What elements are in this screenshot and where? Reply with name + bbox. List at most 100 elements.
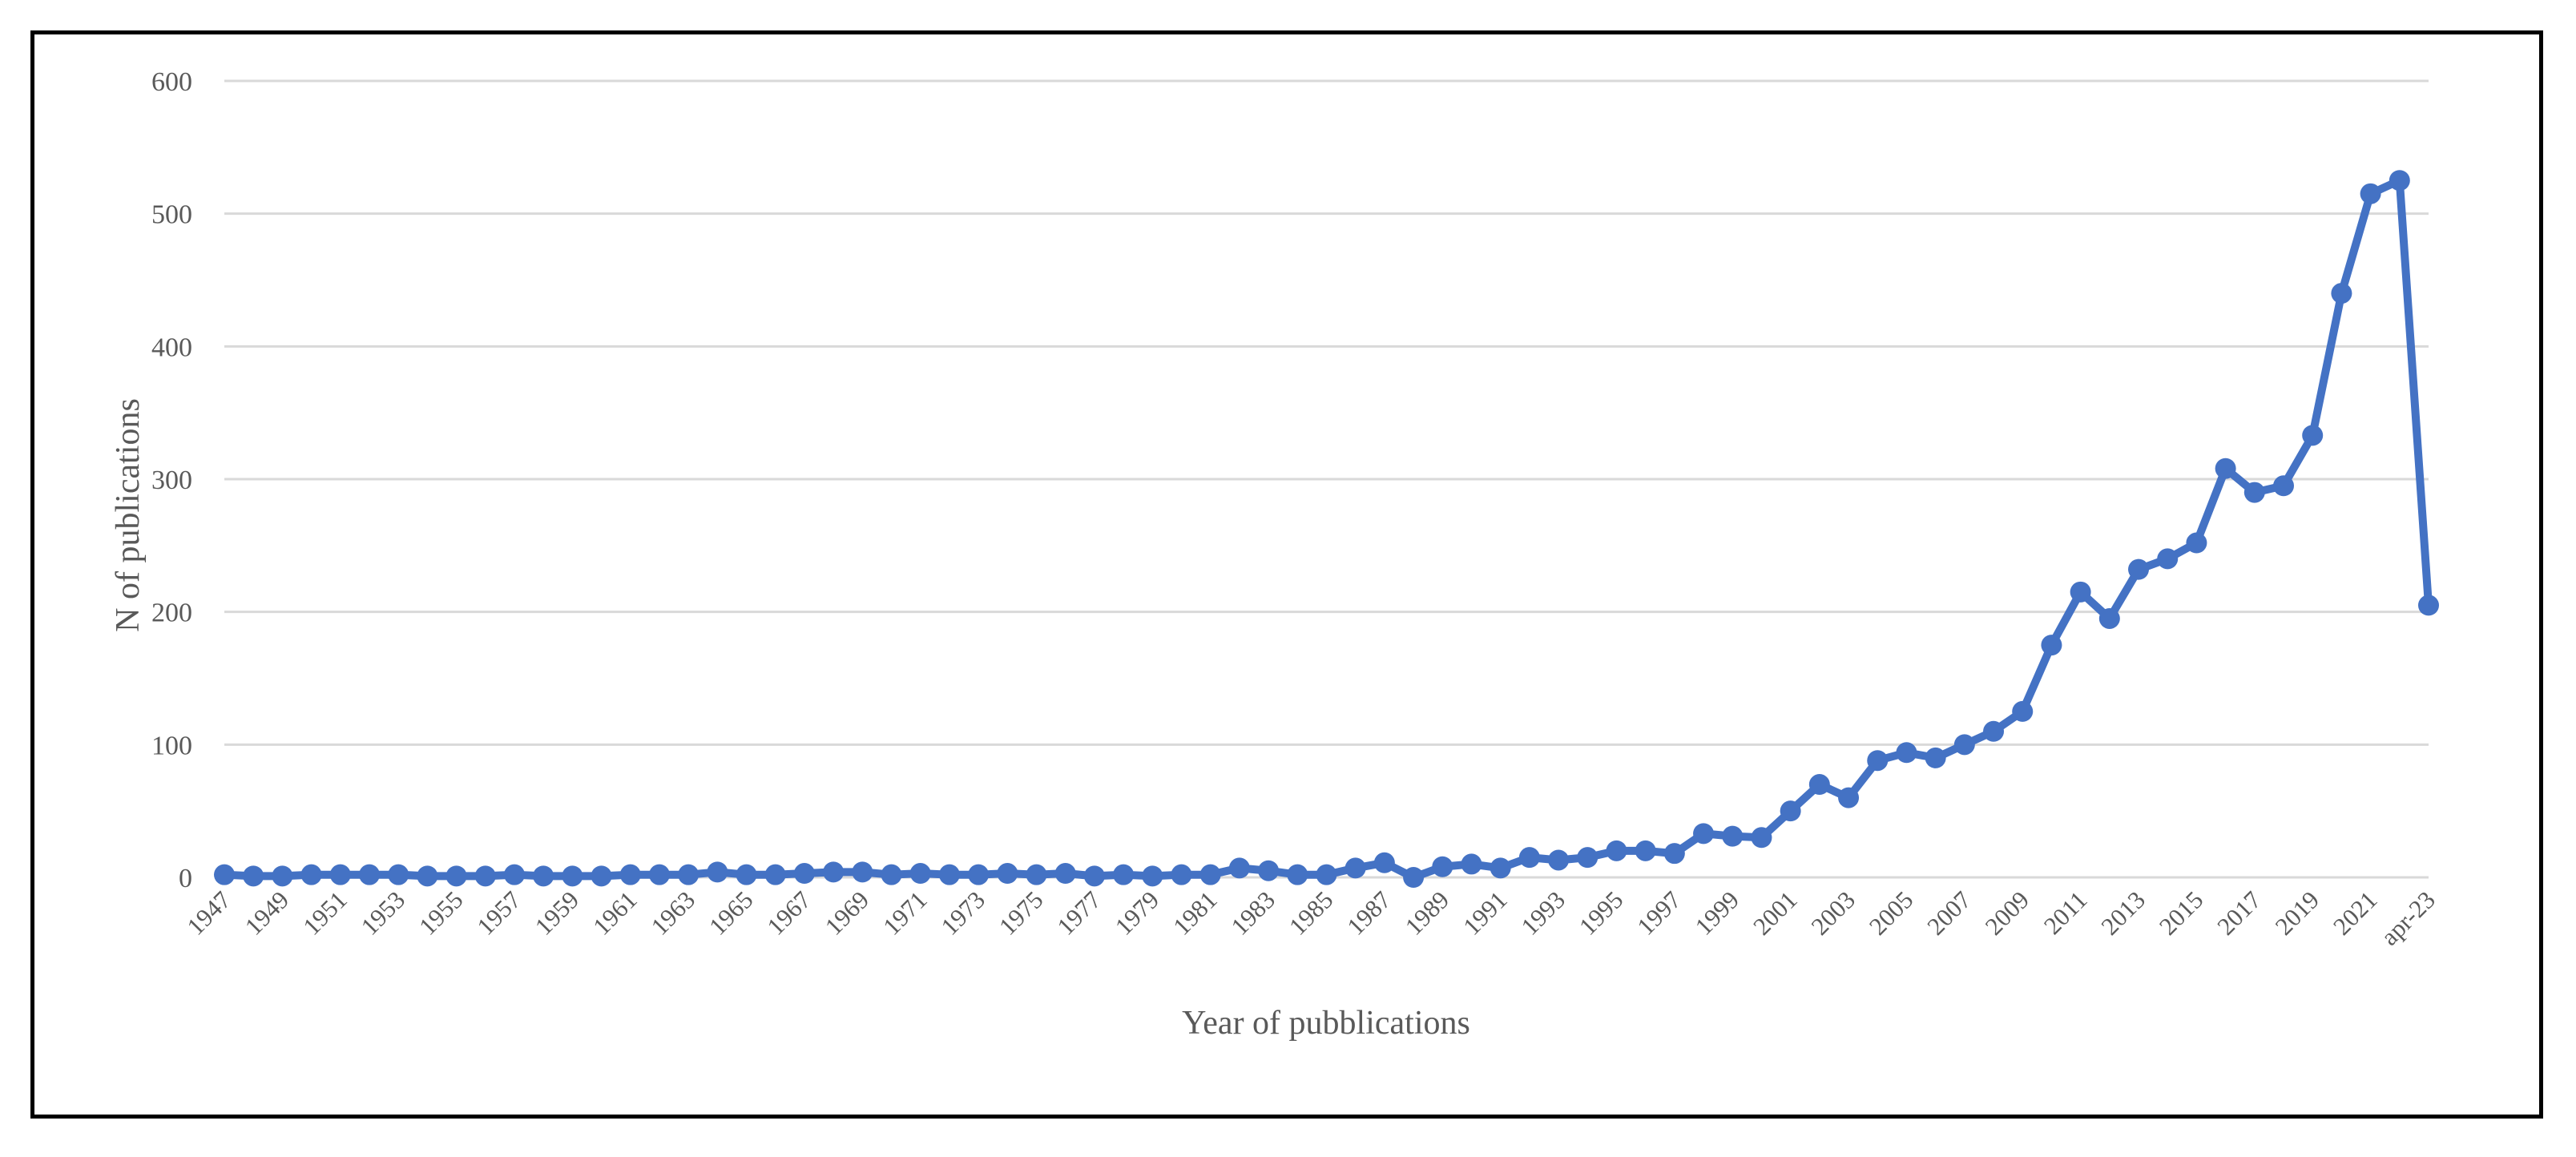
x-tick-label: 1979 (1110, 885, 1165, 941)
y-tick-label: 100 (151, 731, 192, 760)
y-tick-label: 400 (151, 333, 192, 362)
data-point (2098, 607, 2120, 629)
x-tick-label: 1953 (356, 885, 411, 941)
x-tick-label: 1971 (877, 885, 933, 941)
data-point (1925, 747, 1946, 768)
x-tick-label: 2005 (1864, 885, 1919, 941)
x-axis-ticks: 1947 1949 1951 1953 1955 1957 1959 1961 1963 1965… (181, 885, 2441, 951)
gridlines (224, 79, 2429, 879)
data-point (503, 864, 525, 885)
x-tick-label: apr-23 (2375, 885, 2441, 951)
data-point (1228, 857, 1250, 879)
data-point (909, 863, 931, 885)
x-tick-label: 1965 (703, 885, 759, 941)
x-axis-title: Year of pubblications (1182, 1005, 1470, 1042)
x-tick-label: 1947 (181, 885, 236, 941)
data-point (1142, 865, 1163, 887)
x-tick-label: 1973 (935, 885, 990, 941)
data-point (2331, 283, 2352, 304)
data-point (619, 864, 641, 885)
data-point (2273, 475, 2295, 497)
data-point (736, 864, 757, 885)
data-point (938, 864, 960, 885)
chart-frame: 0 100 200 300 400 500 600 1947 1949 1951 1953 1955… (30, 30, 2543, 1119)
x-tick-label: 1977 (1051, 885, 1107, 941)
x-tick-label: 1989 (1400, 885, 1455, 941)
y-axis-title: N of publications (110, 398, 147, 632)
data-point (2070, 581, 2091, 603)
data-point (1953, 734, 1975, 756)
data-point (823, 861, 845, 883)
x-tick-label: 1985 (1284, 885, 1339, 941)
x-tick-label: 2013 (2095, 885, 2151, 941)
data-point (243, 865, 264, 887)
data-point (445, 865, 467, 887)
data-point (2157, 548, 2179, 570)
x-tick-label: 1957 (471, 885, 526, 941)
data-point (1808, 774, 1830, 796)
data-point (1838, 787, 1860, 808)
y-tick-label: 300 (151, 466, 192, 495)
data-point (2041, 635, 2062, 656)
data-point (1054, 863, 1076, 885)
x-tick-label: 1999 (1690, 885, 1745, 941)
data-point (1867, 750, 1889, 772)
y-tick-label: 600 (151, 67, 192, 97)
data-point (2389, 170, 2410, 191)
data-point (1693, 823, 1715, 845)
data-point (1722, 825, 1744, 847)
data-point (852, 861, 873, 883)
data-point (997, 863, 1018, 885)
x-tick-label: 2021 (2328, 885, 2383, 941)
data-point (562, 865, 583, 887)
y-tick-label: 200 (151, 599, 192, 628)
data-point (764, 864, 786, 885)
data-point (388, 864, 409, 885)
data-point (1490, 857, 1511, 879)
data-point (2128, 558, 2150, 580)
data-point (793, 863, 815, 885)
data-point (1606, 840, 1627, 861)
x-tick-label: 2019 (2270, 885, 2325, 941)
x-tick-label: 1997 (1631, 885, 1687, 941)
data-point (2302, 425, 2324, 446)
data-point (2360, 183, 2381, 204)
data-point (1635, 840, 1656, 861)
data-point (2243, 482, 2265, 503)
x-tick-label: 1951 (297, 885, 353, 941)
data-point (591, 865, 612, 887)
x-tick-label: 2007 (1921, 885, 1977, 941)
data-point (1199, 864, 1221, 885)
data-point (2215, 458, 2236, 479)
data-point (1751, 827, 1772, 849)
x-tick-label: 1983 (1225, 885, 1280, 941)
data-point (707, 861, 728, 883)
data-point (1432, 856, 1453, 877)
line-chart: 0 100 200 300 400 500 600 1947 1949 1951 1953 1955… (110, 67, 2441, 1042)
data-point (300, 864, 322, 885)
x-tick-label: 2009 (1980, 885, 2035, 941)
x-tick-label: 1955 (413, 885, 469, 941)
data-point (272, 865, 293, 887)
data-point (474, 865, 496, 887)
data-point (1316, 864, 1337, 885)
data-point (968, 864, 990, 885)
x-tick-label: 1981 (1167, 885, 1223, 941)
data-point (1896, 742, 1917, 764)
y-tick-label: 500 (151, 200, 192, 230)
data-point (1518, 847, 1540, 869)
x-tick-label: 1991 (1457, 885, 1513, 941)
data-point (1373, 852, 1395, 873)
data-point (1083, 865, 1105, 887)
x-tick-label: 2015 (2154, 885, 2209, 941)
data-point (678, 864, 699, 885)
data-point (881, 864, 902, 885)
data-point (533, 865, 554, 887)
data-markers (214, 170, 2439, 888)
data-point (1548, 849, 1570, 871)
x-tick-label: 1959 (530, 885, 585, 941)
data-point (1287, 864, 1308, 885)
data-point (417, 865, 438, 887)
x-tick-label: 2011 (2038, 885, 2093, 940)
x-tick-label: 2003 (1805, 885, 1860, 941)
